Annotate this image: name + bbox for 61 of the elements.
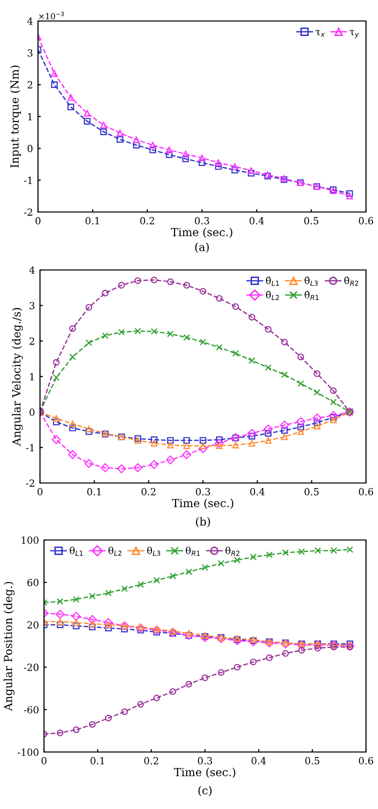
y-tick-label: 0 xyxy=(28,144,32,152)
y-tick-label: -2 xyxy=(26,479,34,487)
y-tick-label: 1 xyxy=(30,372,34,380)
x-tick-label: 0.6 xyxy=(358,757,374,764)
y-tick-label: -1 xyxy=(24,176,32,184)
x-tick-label: 0.3 xyxy=(196,488,210,496)
x-tick-label: 0.2 xyxy=(142,488,156,496)
x-tick-label: 0.4 xyxy=(250,217,264,224)
legend-label: θ̇$_{L1}$ xyxy=(266,276,279,286)
x-tick-label: 0.2 xyxy=(140,217,154,224)
x-axis-title: Time (sec.) xyxy=(172,498,234,509)
legend-label: θ̇$_{R2}$ xyxy=(344,276,358,286)
y-tick-label: 60 xyxy=(27,578,38,586)
x-tick-label: 0.4 xyxy=(252,757,266,764)
x-axis-title: Time (sec.) xyxy=(170,228,232,238)
text: (b) xyxy=(196,517,210,528)
y-tick-label: 100 xyxy=(22,536,38,544)
x-tick-label: 0.1 xyxy=(90,757,104,764)
x-axis-title: Time (sec.) xyxy=(174,768,236,778)
x-tick-label: 0.5 xyxy=(304,488,319,496)
x-tick-label: 0.1 xyxy=(86,217,100,224)
legend-label: θ̇$_{R1}$ xyxy=(304,290,319,300)
y-tick-label: -60 xyxy=(24,706,38,714)
legend-label: τ$_{x}$ xyxy=(316,30,325,37)
y-tick-label: -20 xyxy=(24,664,38,672)
x-tick-label: 0.3 xyxy=(198,757,212,764)
y-tick-label: 4 xyxy=(29,266,35,274)
y-axis-title: Input torque (Nm) xyxy=(10,66,21,168)
x-tick-label: 0.3 xyxy=(194,217,210,224)
y-tick-label: -2 xyxy=(24,208,32,216)
text: ×10$^{−3}$ xyxy=(39,12,64,20)
legend-label: τ$_{y}$ xyxy=(350,30,359,38)
y-tick-label: 2 xyxy=(30,337,34,345)
y-axis-title: Angular Position (deg.) xyxy=(4,582,15,711)
y-tick-label: 2 xyxy=(28,81,32,88)
x-tick-label: 0.2 xyxy=(144,757,158,764)
x-tick-label: 0.6 xyxy=(358,488,374,496)
x-tick-label: 0.5 xyxy=(305,757,320,764)
y-tick-label: 3 xyxy=(28,49,32,57)
x-tick-label: 0 xyxy=(42,757,46,764)
legend-label: θ$_{L1}$ xyxy=(70,546,83,556)
legend-label: θ$_{R2}$ xyxy=(226,546,240,556)
legend-label: θ̇$_{L2}$ xyxy=(266,290,279,300)
y-tick-label: 3 xyxy=(30,302,34,310)
y-tick-label: 0 xyxy=(30,408,34,416)
y-tick-label: -100 xyxy=(18,748,38,756)
legend-label: θ$_{R1}$ xyxy=(186,546,200,556)
y-tick-label: -1 xyxy=(26,444,34,452)
y-tick-label: 4 xyxy=(27,17,33,25)
legend-label: θ$_{L2}$ xyxy=(108,546,122,556)
x-tick-label: 0.6 xyxy=(358,217,374,224)
x-tick-label: 0.1 xyxy=(87,488,101,496)
x-tick-label: 0.4 xyxy=(250,488,265,496)
legend-label: θ̇$_{L3}$ xyxy=(304,276,318,286)
y-tick-label: 20 xyxy=(27,621,38,629)
text: (c) xyxy=(198,786,212,796)
y-axis-title: Angular Velocity (deg./s) xyxy=(12,308,23,446)
x-tick-label: 0.5 xyxy=(304,217,318,224)
text: (a) xyxy=(195,242,209,253)
legend-label: θ$_{L3}$ xyxy=(147,546,160,556)
y-tick-label: 1 xyxy=(28,112,32,120)
